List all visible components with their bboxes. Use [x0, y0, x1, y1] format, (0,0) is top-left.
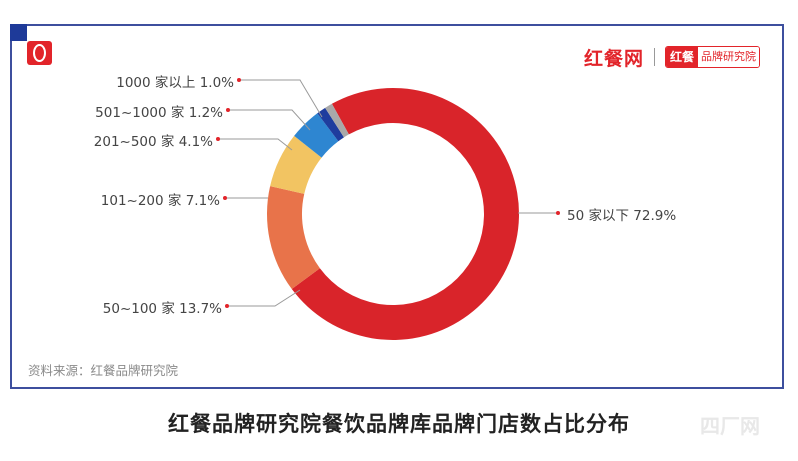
- label-101-200: 101~200 家 7.1%: [100, 193, 220, 209]
- badge-left: 红餐: [666, 47, 699, 67]
- logo-icon: [27, 41, 52, 65]
- donut-slice: [325, 103, 349, 138]
- label-501-1000: 501~1000 家 1.2%: [95, 105, 223, 121]
- brand-header: 红餐网 红餐 品牌研究院: [584, 44, 761, 70]
- leader-dots: [216, 78, 560, 308]
- brand-badge: 红餐 品牌研究院: [665, 46, 761, 68]
- label-1000-plus: 1000 家以上 1.0%: [116, 75, 234, 91]
- brand-name: 红餐网: [584, 47, 645, 70]
- donut-slice: [291, 88, 519, 341]
- donut-slice: [317, 107, 344, 142]
- label-under-50: 50 家以下 72.9%: [567, 208, 677, 224]
- brand-divider: [654, 48, 656, 66]
- donut-slice: [267, 186, 320, 290]
- corner-accent: [10, 24, 27, 41]
- chart-frame: [10, 24, 784, 389]
- chart-caption: 红餐品牌研究院餐饮品牌库品牌门店数占比分布: [168, 412, 630, 436]
- donut-slices: [267, 88, 519, 341]
- source-note: 资料来源：红餐品牌研究院: [28, 363, 179, 378]
- watermark: 四厂网: [700, 414, 760, 438]
- label-201-500: 201~500 家 4.1%: [93, 134, 213, 150]
- donut-slice: [270, 135, 322, 194]
- badge-right: 品牌研究院: [698, 47, 760, 67]
- leader-lines: [219, 79, 557, 307]
- label-50-100: 50~100 家 13.7%: [102, 301, 222, 317]
